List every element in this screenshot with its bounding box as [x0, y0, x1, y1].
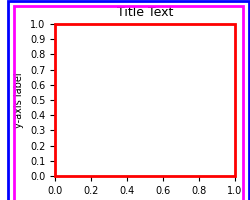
Y-axis label: y-axis label: y-axis label: [14, 72, 24, 128]
Title: Title Text: Title Text: [117, 6, 173, 19]
